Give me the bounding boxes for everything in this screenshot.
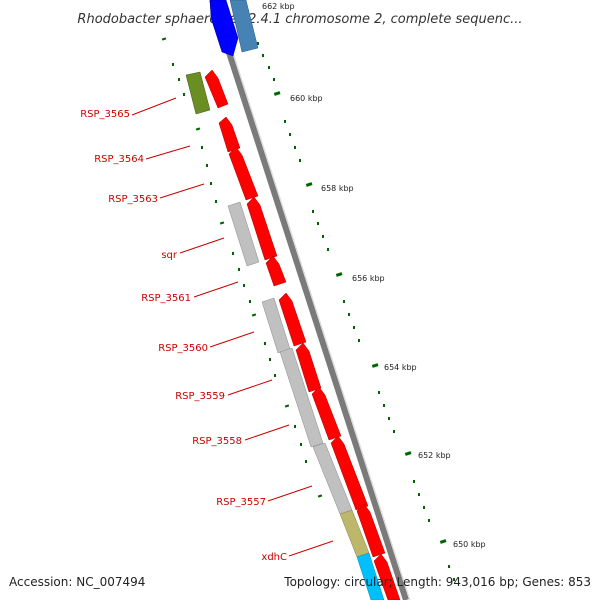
gene-xdhc-arrow[interactable]	[356, 503, 386, 558]
gene-label-rsp3559[interactable]: RSP_3559	[175, 391, 225, 402]
tick-mark	[404, 451, 412, 456]
outer-tick-dots	[257, 42, 455, 581]
gene-rsp3557-arrow[interactable]	[330, 435, 369, 511]
gene-rsp3563-arrow[interactable]	[228, 146, 259, 201]
gene-rsp3565-block[interactable]	[185, 71, 211, 115]
forward-strand-genes	[204, 69, 401, 600]
gene-rsp3559-arrow[interactable]	[295, 342, 322, 393]
gene-label-sqr[interactable]: sqr	[161, 250, 178, 261]
tick-label-662: 662 kbp	[262, 2, 295, 11]
gene-cyan-block[interactable]	[356, 552, 385, 600]
gene-label-rsp3564[interactable]: RSP_3564	[94, 154, 144, 165]
gene-arrow-blue[interactable]	[209, 0, 239, 57]
gene-label-rsp3558[interactable]: RSP_3558	[192, 436, 242, 447]
major-ticks: 662 kbp 660 kbp 658 kbp 656 kbp 654 kbp …	[262, 2, 486, 549]
gene-rsp3561-arrow[interactable]	[265, 255, 287, 287]
top-genes	[209, 0, 259, 57]
gene-labels: RSP_3565 RSP_3564 RSP_3563 sqr RSP_3561 …	[80, 109, 287, 563]
tick-label-652: 652 kbp	[418, 451, 451, 460]
gene-label-rsp3565[interactable]: RSP_3565	[80, 109, 130, 120]
map-title: Rhodobacter sphaeroides 2.4.1 chromosome…	[77, 12, 522, 27]
genome-summary-text: Topology: circular; Length: 943,016 bp; …	[283, 575, 591, 589]
tick-label-660: 660 kbp	[290, 94, 323, 103]
gene-label-xdhc[interactable]: xdhC	[261, 552, 287, 563]
gene-rsp3558-arrow[interactable]	[311, 386, 342, 441]
gene-rsp3559-block[interactable]	[279, 347, 324, 448]
tick-mark	[439, 539, 447, 544]
gene-label-rsp3560[interactable]: RSP_3560	[158, 343, 208, 354]
backbone-highlight	[215, 0, 411, 600]
gene-rsp3560-arrow[interactable]	[278, 292, 307, 347]
tick-mark	[371, 363, 379, 368]
gene-label-rsp3557[interactable]: RSP_3557	[216, 497, 266, 508]
gene-block-steelblue[interactable]	[229, 0, 259, 53]
inner-tick-dots	[161, 37, 323, 498]
tick-label-650: 650 kbp	[453, 540, 486, 549]
tick-mark	[273, 91, 281, 96]
tick-label-656: 656 kbp	[352, 274, 385, 283]
gene-sqr-arrow[interactable]	[246, 196, 278, 261]
gene-label-rsp3563[interactable]: RSP_3563	[108, 194, 158, 205]
tick-mark	[335, 272, 343, 277]
accession-text: Accession: NC_007494	[9, 575, 145, 589]
tick-label-658: 658 kbp	[321, 184, 354, 193]
gene-leader-lines	[131, 97, 334, 557]
reverse-strand-genes	[185, 71, 385, 600]
gene-bottom-arrow[interactable]	[373, 553, 401, 600]
tick-mark	[305, 182, 313, 187]
tick-label-654: 654 kbp	[384, 363, 417, 372]
gene-rsp3565-arrow[interactable]	[204, 69, 229, 109]
gene-label-rsp3561[interactable]: RSP_3561	[141, 293, 191, 304]
gene-rsp3564-arrow[interactable]	[218, 116, 241, 153]
chromosome-backbone	[209, 0, 409, 600]
gene-sqr-block[interactable]	[227, 201, 260, 267]
